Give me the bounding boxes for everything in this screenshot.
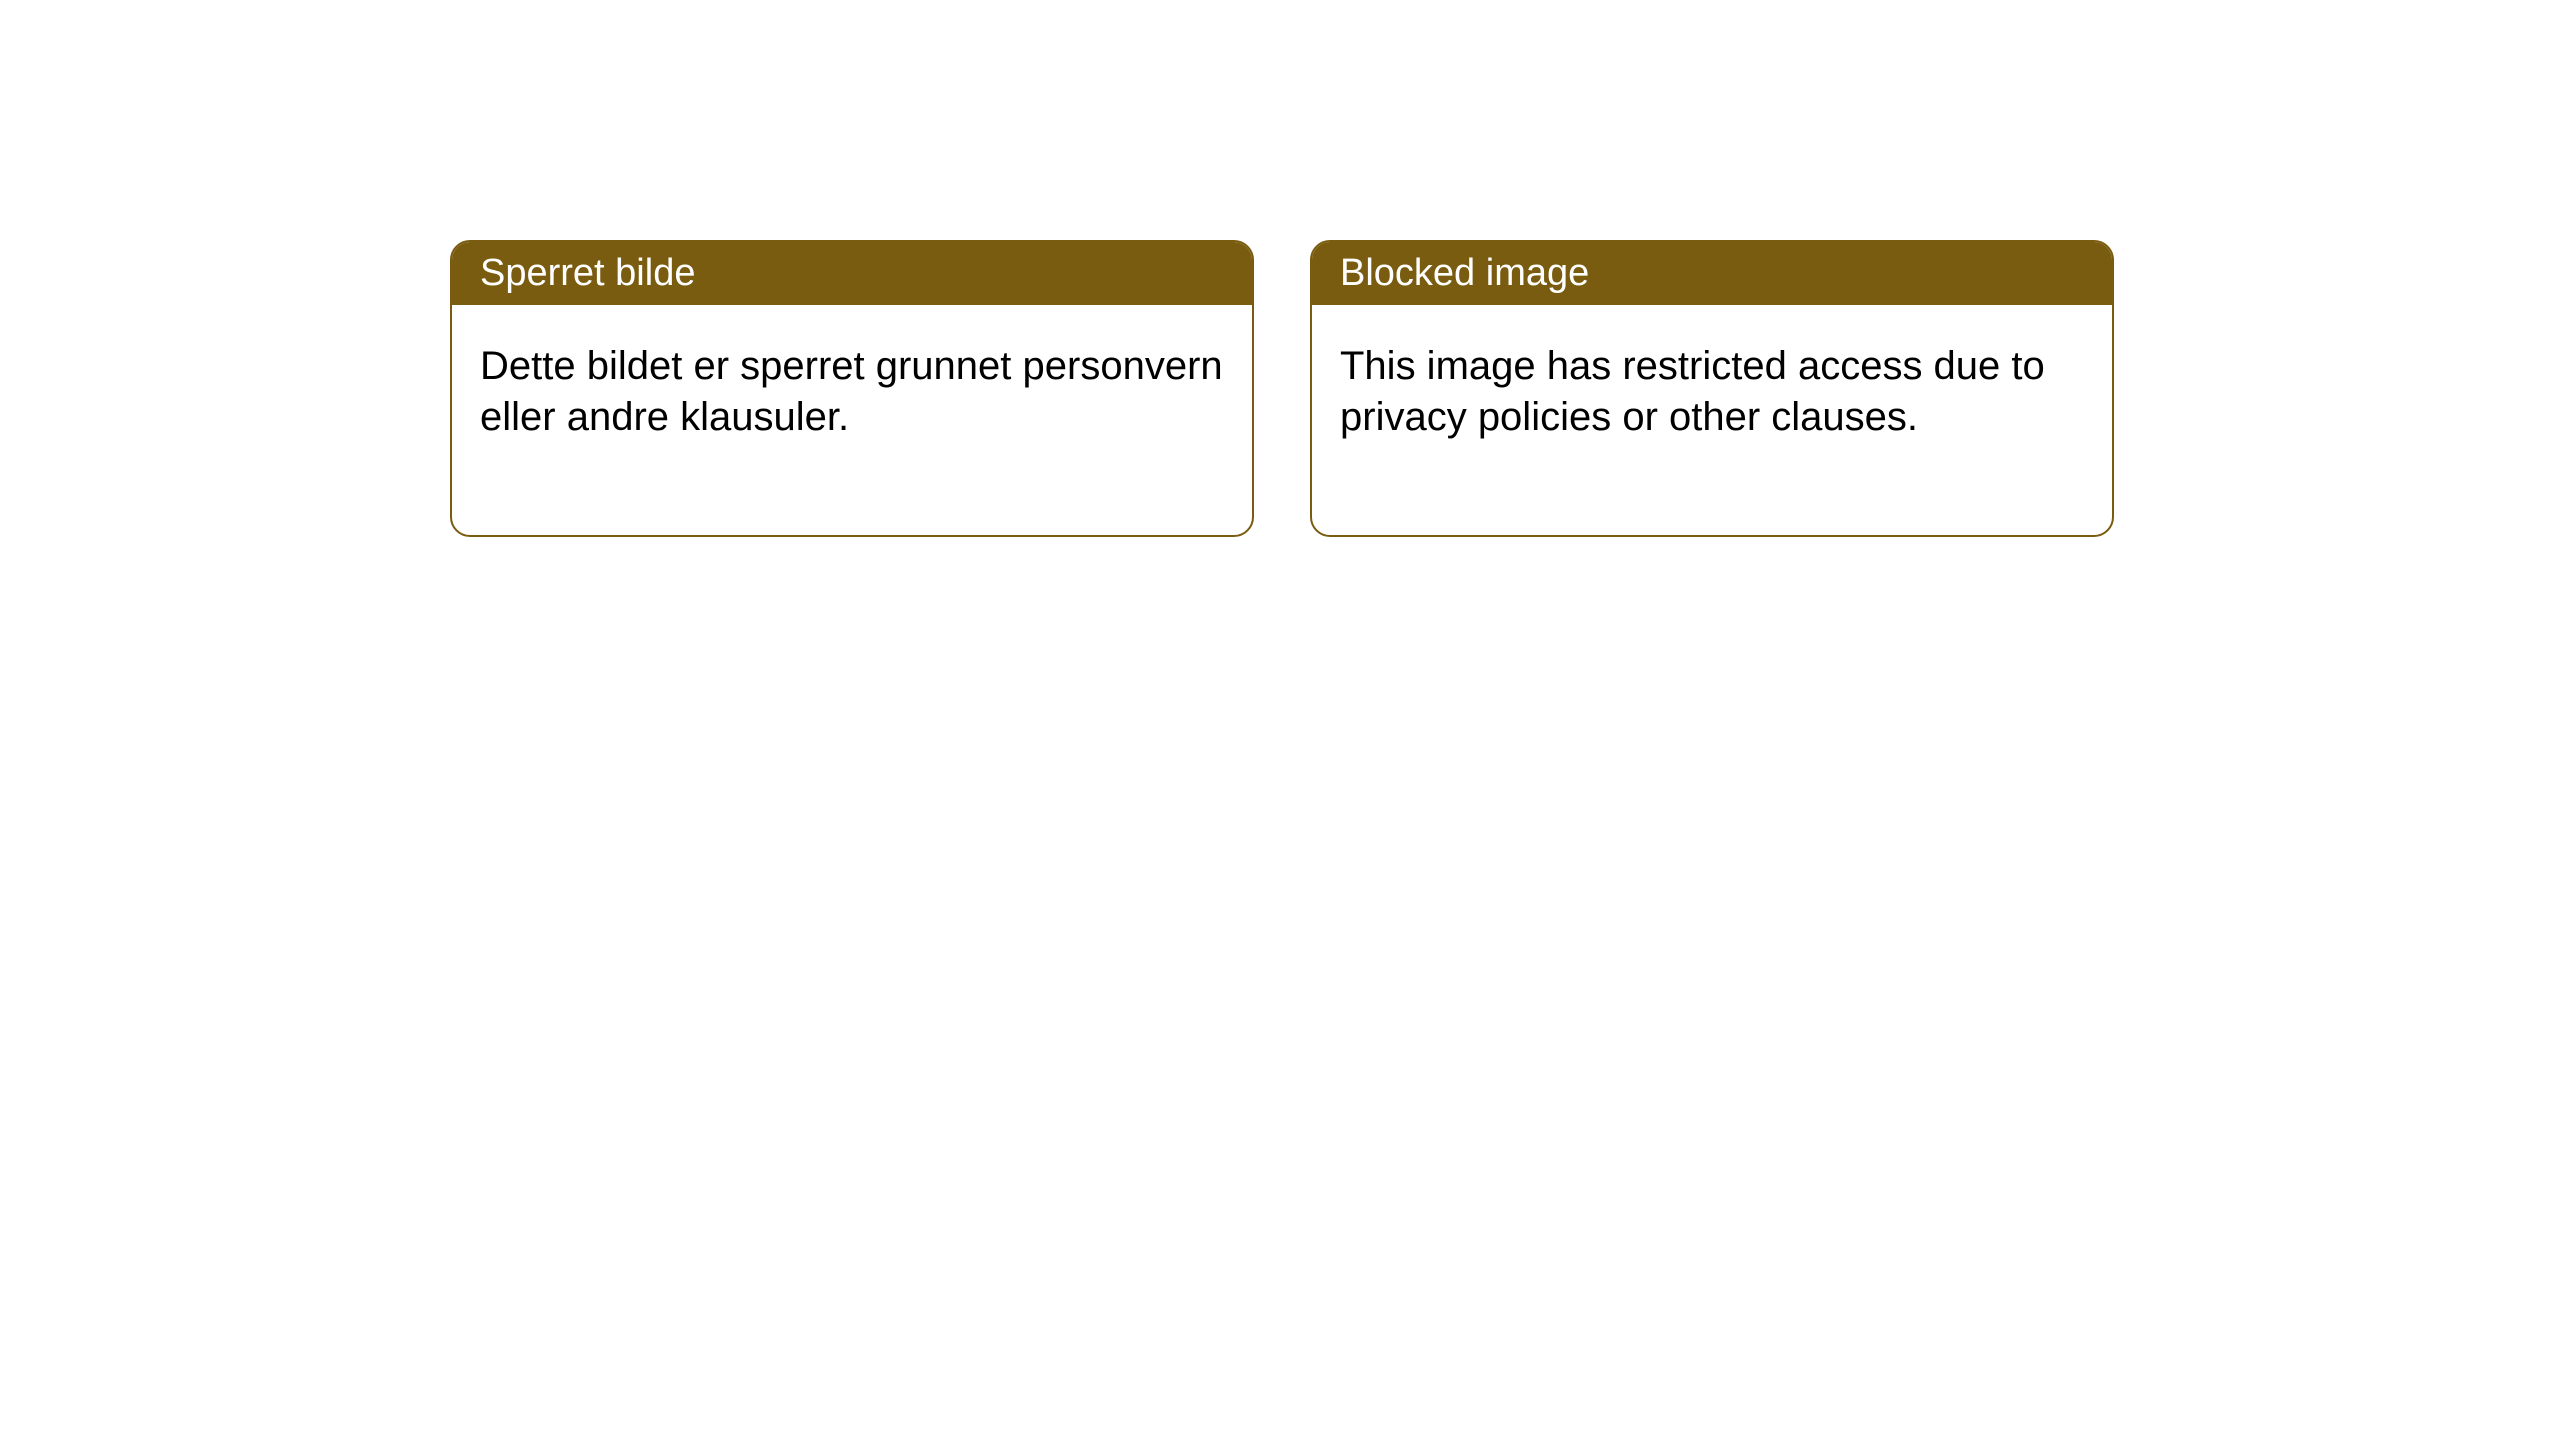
card-body-text: Dette bildet er sperret grunnet personve…: [480, 344, 1223, 439]
notice-cards-container: Sperret bilde Dette bildet er sperret gr…: [0, 0, 2560, 537]
notice-card-english: Blocked image This image has restricted …: [1310, 240, 2114, 537]
card-header: Blocked image: [1312, 242, 2112, 305]
card-title: Sperret bilde: [480, 252, 695, 294]
notice-card-norwegian: Sperret bilde Dette bildet er sperret gr…: [450, 240, 1254, 537]
card-body: This image has restricted access due to …: [1312, 305, 2112, 535]
card-header: Sperret bilde: [452, 242, 1252, 305]
card-body-text: This image has restricted access due to …: [1340, 344, 2045, 439]
card-title: Blocked image: [1340, 252, 1589, 294]
card-body: Dette bildet er sperret grunnet personve…: [452, 305, 1252, 535]
